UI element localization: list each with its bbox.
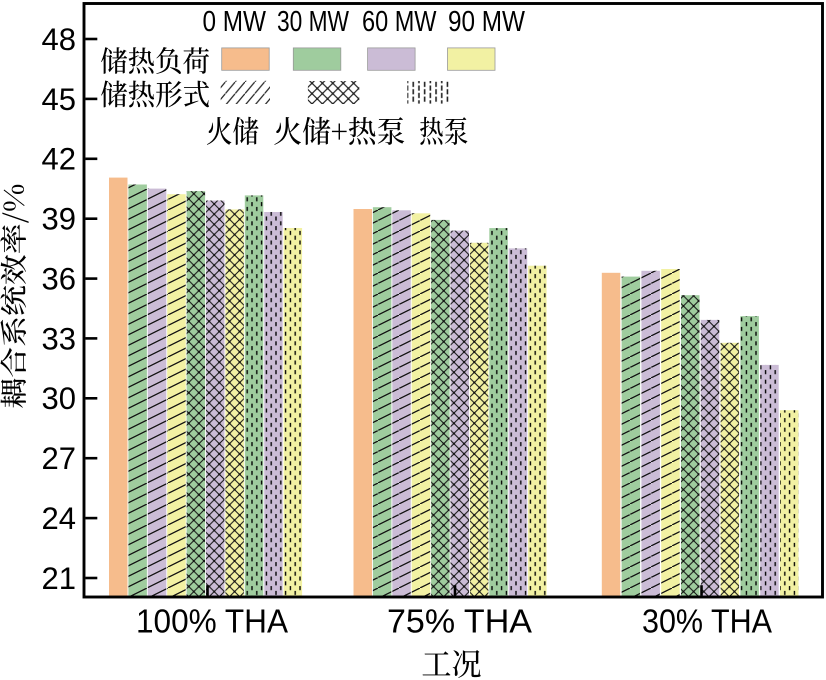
svg-text:30 MW: 30 MW xyxy=(277,6,349,38)
svg-text:100% THA: 100% THA xyxy=(136,603,289,640)
svg-text:0 MW: 0 MW xyxy=(203,6,267,38)
svg-text:30: 30 xyxy=(42,380,77,416)
svg-text:33: 33 xyxy=(42,320,77,356)
svg-text:45: 45 xyxy=(42,81,77,117)
svg-text:39: 39 xyxy=(42,201,77,237)
svg-text:75% THA: 75% THA xyxy=(387,603,533,640)
svg-text:36: 36 xyxy=(42,261,77,297)
svg-text:21: 21 xyxy=(42,560,77,596)
svg-text:90 MW: 90 MW xyxy=(448,6,526,38)
svg-text:24: 24 xyxy=(42,500,77,536)
svg-text:60 MW: 60 MW xyxy=(362,6,437,38)
svg-text:48: 48 xyxy=(42,21,77,57)
svg-text:42: 42 xyxy=(42,141,77,177)
svg-text:30% THA: 30% THA xyxy=(642,603,773,640)
svg-text:27: 27 xyxy=(42,440,77,476)
